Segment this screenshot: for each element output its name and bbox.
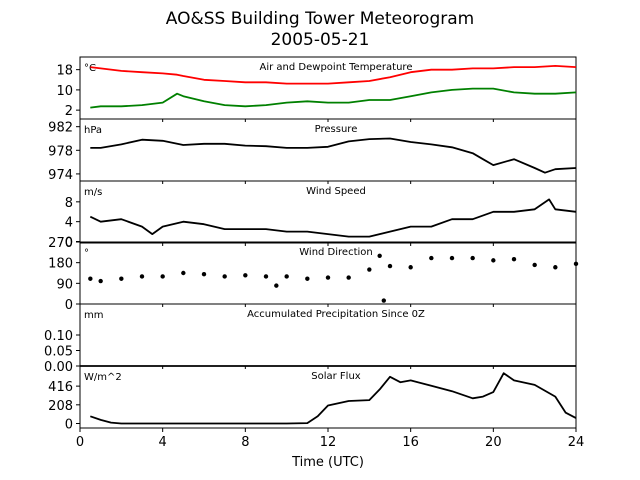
panel-wind-direction: 0 90 180 270 ° Wind Direction bbox=[48, 236, 579, 313]
data-point bbox=[263, 274, 269, 279]
y-tick-label: 8 bbox=[65, 196, 73, 211]
y-tick-label: 0.05 bbox=[44, 345, 73, 360]
panel-title: Wind Direction bbox=[299, 247, 373, 258]
y-tick-label: 18 bbox=[56, 64, 73, 79]
unit-label: ° bbox=[84, 248, 89, 259]
panel-pressure: 974 978 982 hPa Pressure bbox=[48, 118, 577, 184]
figure-title: AO&SS Building Tower Meteorogram bbox=[166, 9, 474, 29]
data-point bbox=[511, 257, 517, 262]
data-point bbox=[553, 265, 558, 270]
y-tick-label: 270 bbox=[48, 236, 73, 251]
data-point bbox=[88, 276, 93, 281]
x-tick-label: 4 bbox=[159, 435, 167, 450]
y-tick-label: 208 bbox=[48, 399, 73, 414]
data-point bbox=[532, 262, 537, 268]
unit-label: mm bbox=[84, 310, 103, 321]
data-point bbox=[573, 261, 579, 267]
series-temperature-line bbox=[90, 65, 577, 85]
y-tick-label: 416 bbox=[48, 380, 73, 395]
unit-label: hPa bbox=[84, 125, 102, 136]
x-tick-label: 0 bbox=[76, 435, 84, 450]
y-tick-label: 978 bbox=[48, 144, 73, 159]
panel-accumulated-precipitation-since-0z: 0.000.050.10 mm Accumulated Precipitation … bbox=[44, 303, 577, 375]
data-point bbox=[470, 255, 475, 261]
x-tick-label: 16 bbox=[402, 435, 419, 450]
data-point bbox=[139, 274, 145, 279]
panel-title: Accumulated Precipitation Since 0Z bbox=[247, 309, 425, 320]
unit-label: °C bbox=[84, 63, 96, 74]
data-point bbox=[377, 253, 382, 258]
data-point bbox=[387, 263, 393, 269]
x-tick-label: 12 bbox=[320, 435, 337, 450]
y-tick-label: 10 bbox=[56, 84, 73, 99]
data-point bbox=[284, 274, 289, 279]
data-point bbox=[449, 255, 455, 261]
data-point bbox=[305, 276, 310, 281]
data-point bbox=[160, 274, 165, 279]
panel-title: Pressure bbox=[315, 124, 358, 135]
data-point bbox=[243, 273, 248, 278]
data-point bbox=[181, 270, 186, 276]
data-point bbox=[429, 255, 434, 261]
y-tick-label: 0.00 bbox=[44, 360, 73, 375]
x-axis-label: Time (UTC) bbox=[291, 455, 364, 470]
panel-air-and-dewpoint-temperature: 2 10 18 °C Air and Dewpoint Temperature bbox=[56, 56, 577, 122]
data-point bbox=[346, 275, 351, 280]
y-tick-label: 2 bbox=[65, 104, 73, 119]
x-tick-label: 8 bbox=[241, 435, 249, 450]
series-wind-speed-line bbox=[89, 198, 577, 238]
data-point bbox=[222, 274, 227, 279]
series-dewpoint-line bbox=[90, 87, 577, 109]
data-point bbox=[381, 298, 386, 303]
y-tick-label: 0 bbox=[65, 418, 73, 433]
y-tick-label: 4 bbox=[65, 216, 73, 231]
figure-subtitle: 2005-05-21 bbox=[271, 30, 370, 50]
data-point bbox=[119, 276, 124, 281]
panel-title: Wind Speed bbox=[306, 186, 366, 197]
y-tick-label: 180 bbox=[48, 257, 73, 272]
data-point bbox=[491, 258, 496, 263]
data-point bbox=[325, 275, 331, 280]
x-tick-label: 20 bbox=[485, 435, 502, 450]
panel-title: Air and Dewpoint Temperature bbox=[260, 62, 413, 73]
panel-wind-speed: 0 4 8 m/s Wind Speed bbox=[65, 180, 577, 251]
y-tick-label: 0 bbox=[65, 298, 73, 313]
x-tick-label: 24 bbox=[568, 435, 585, 450]
unit-label: W/m^2 bbox=[84, 372, 122, 383]
y-tick-label: 90 bbox=[56, 277, 73, 292]
y-tick-label: 982 bbox=[48, 121, 73, 136]
panel-solar-flux: 0 208 416 W/m^2 Solar Flux bbox=[48, 365, 577, 433]
data-point bbox=[98, 278, 103, 284]
series-wind-direction bbox=[88, 253, 579, 303]
data-point bbox=[274, 283, 279, 288]
series-solar-flux-line bbox=[90, 372, 577, 425]
unit-label: m/s bbox=[84, 187, 102, 198]
series-pressure-line bbox=[90, 137, 577, 174]
x-axis: 0 4 8 12 16 20 24 bbox=[76, 435, 584, 450]
y-tick-label: 0 bbox=[65, 236, 73, 251]
panel-title: Solar Flux bbox=[311, 371, 361, 382]
y-tick-label: 974 bbox=[48, 168, 73, 183]
data-point bbox=[201, 271, 207, 277]
data-point bbox=[408, 265, 413, 270]
data-point bbox=[367, 267, 372, 272]
y-tick-label: 0.10 bbox=[44, 329, 73, 344]
